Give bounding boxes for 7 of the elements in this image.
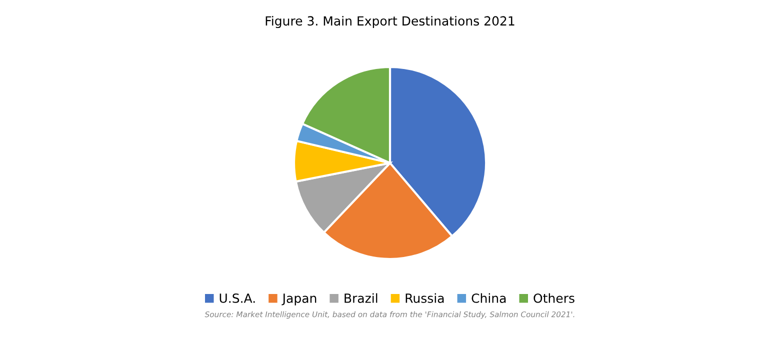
legend-label: Japan (282, 294, 316, 306)
legend-label: China (472, 293, 506, 303)
legend-label: Brazil (344, 293, 378, 303)
legend-label: Others (534, 293, 574, 303)
legend-label: Russia (406, 293, 444, 303)
legend-label: U.S.A. (220, 293, 255, 303)
chart-title: Figure 3. Main Export Destinations 2021 (266, 16, 514, 28)
